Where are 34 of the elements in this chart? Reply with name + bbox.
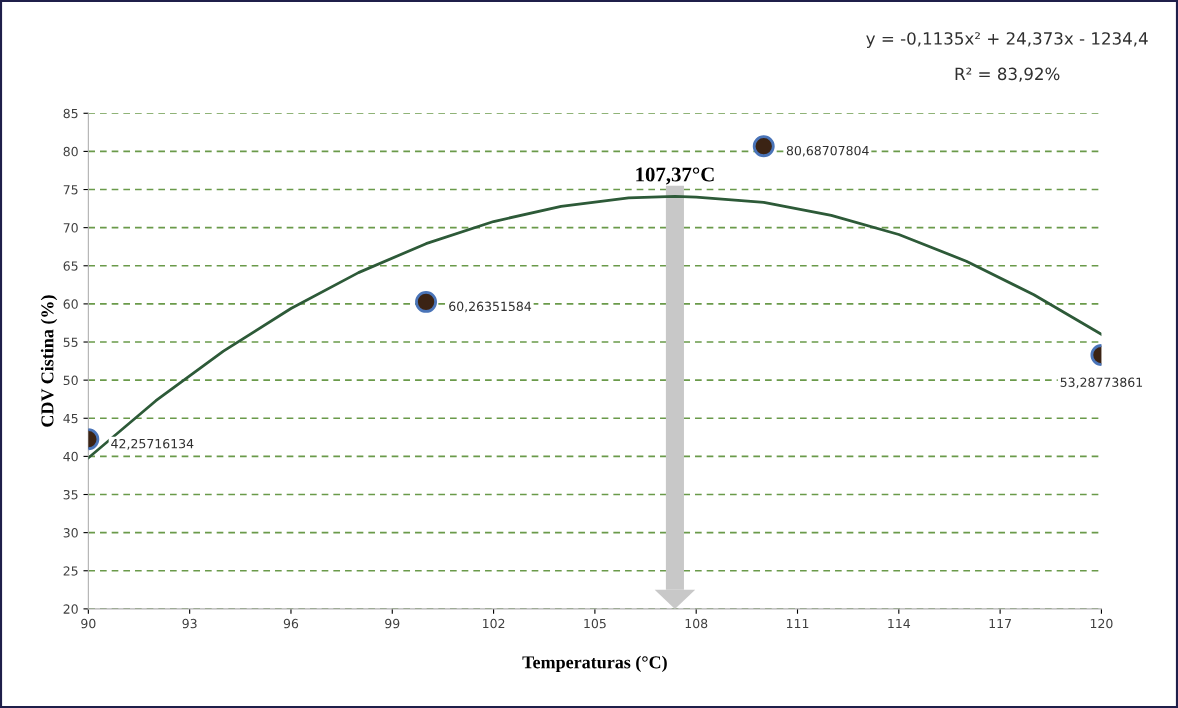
data-label: 60,26351584 bbox=[449, 301, 532, 313]
y-axis-title: CDV Cistina (%) bbox=[40, 295, 58, 427]
x-tick-label: 96 bbox=[283, 618, 299, 629]
y-tick-label: 65 bbox=[63, 261, 78, 271]
x-tick-label: 114 bbox=[888, 618, 911, 629]
x-tick-label: 111 bbox=[786, 618, 809, 629]
y-tick-label: 55 bbox=[63, 337, 78, 347]
y-tick-label: 30 bbox=[63, 528, 78, 538]
x-tick-label: 105 bbox=[584, 618, 606, 629]
text: R² = 83,92% bbox=[955, 67, 1060, 82]
data-label: 80,68707804 bbox=[786, 145, 869, 157]
x-tick-label: 117 bbox=[989, 618, 1011, 629]
data-label: 42,25716134 bbox=[111, 438, 194, 450]
text: y = -0,1135x² + 24,373x - 1234,4 bbox=[866, 32, 1148, 48]
y-tick-label: 35 bbox=[63, 489, 78, 500]
y-tick-label: 40 bbox=[63, 451, 78, 462]
y-tick-label: 85 bbox=[63, 108, 78, 119]
y-tick-label: 80 bbox=[63, 146, 78, 157]
x-axis-title: Temperaturas (°C) bbox=[522, 655, 667, 673]
x-tick-label: 108 bbox=[685, 618, 708, 629]
x-tick-label: 99 bbox=[385, 618, 400, 629]
y-tick-label: 50 bbox=[63, 375, 78, 386]
x-tick-label: 90 bbox=[81, 618, 96, 629]
x-tick-label: 120 bbox=[1090, 618, 1113, 629]
x-tick-label: 102 bbox=[483, 618, 505, 629]
y-tick-label: 20 bbox=[63, 604, 78, 614]
y-tick-label: 60 bbox=[63, 299, 78, 309]
y-tick-label: 45 bbox=[63, 413, 78, 424]
y-tick-label: 70 bbox=[63, 223, 78, 233]
y-tick-label: 75 bbox=[63, 185, 78, 195]
y-tick-label: 25 bbox=[63, 566, 78, 576]
data-label: 53,28773861 bbox=[1060, 377, 1143, 389]
x-tick-label: 93 bbox=[182, 618, 197, 629]
ref-line-label: 107,37°C bbox=[636, 167, 714, 185]
